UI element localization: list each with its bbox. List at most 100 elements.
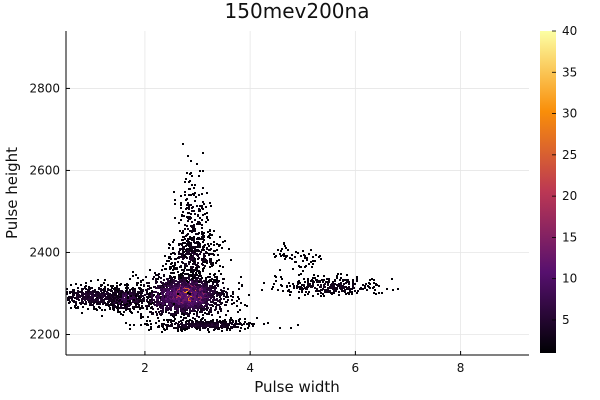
- heatmap-cell: [171, 286, 173, 288]
- heatmap-cell: [180, 277, 182, 279]
- heatmap-cell: [178, 243, 180, 245]
- heatmap-cell: [173, 303, 175, 305]
- heatmap-cell: [201, 249, 203, 251]
- heatmap-cell: [335, 290, 337, 292]
- heatmap-cell: [101, 294, 103, 296]
- heatmap-cell: [98, 306, 100, 308]
- heatmap-cell: [198, 316, 200, 318]
- heatmap-cell: [239, 330, 241, 332]
- heatmap-cell: [155, 274, 157, 276]
- heatmap-cell: [199, 210, 201, 212]
- heatmap-cell: [220, 308, 222, 310]
- heatmap-cell: [178, 325, 180, 327]
- heatmap-cell: [160, 281, 162, 283]
- heatmap-cell: [364, 287, 366, 289]
- heatmap-cell: [129, 328, 131, 330]
- heatmap-cell: [111, 294, 113, 296]
- heatmap-cell: [162, 308, 164, 310]
- heatmap-cell: [225, 314, 227, 316]
- heatmap-cell: [165, 268, 167, 270]
- heatmap-cell: [190, 305, 192, 307]
- heatmap-cell: [144, 323, 146, 325]
- heatmap-cell: [248, 294, 250, 296]
- heatmap-cell: [181, 244, 183, 246]
- heatmap-cell: [192, 266, 194, 268]
- heatmap-cell: [146, 291, 148, 293]
- heatmap-cell: [174, 313, 176, 315]
- heatmap-cell: [175, 305, 177, 307]
- heatmap-cell: [322, 293, 324, 295]
- heatmap-cell: [162, 292, 164, 294]
- heatmap-cell: [142, 298, 144, 300]
- heatmap-cell: [182, 253, 184, 255]
- heatmap-cell: [328, 278, 330, 280]
- heatmap-cell: [188, 304, 190, 306]
- heatmap-cell: [101, 309, 103, 311]
- heatmap-cell: [122, 307, 124, 309]
- heatmap-cell: [216, 260, 218, 262]
- heatmap-cell: [191, 231, 193, 233]
- heatmap-cell: [191, 294, 193, 296]
- heatmap-cell: [204, 312, 206, 314]
- heatmap-cell: [195, 293, 197, 295]
- heatmap-cell: [190, 217, 192, 219]
- heatmap-cell: [168, 319, 170, 321]
- heatmap-cell: [336, 284, 338, 286]
- y-ticks: 2200 2400 2600 2800: [29, 81, 70, 341]
- heatmap-cell: [194, 318, 196, 320]
- heatmap-cell: [208, 276, 210, 278]
- heatmap-cell: [125, 293, 127, 295]
- heatmap-cell: [207, 298, 209, 300]
- heatmap-cell: [196, 311, 198, 313]
- heatmap-cell: [220, 310, 222, 312]
- heatmap-cell: [184, 194, 186, 196]
- heatmap-cell: [183, 269, 185, 271]
- heatmap-cell: [110, 304, 112, 306]
- heatmap-cell: [167, 301, 169, 303]
- heatmap-cell: [188, 194, 190, 196]
- heatmap-cell: [216, 276, 218, 278]
- heatmap-cell: [223, 278, 225, 280]
- heatmap-cell: [190, 302, 192, 304]
- heatmap-cell: [289, 291, 291, 293]
- heatmap-cell: [104, 302, 106, 304]
- heatmap-cell: [324, 283, 326, 285]
- heatmap-cell: [289, 285, 291, 287]
- heatmap-cell: [156, 314, 158, 316]
- heatmap-cell: [161, 323, 163, 325]
- heatmap-cell: [202, 201, 204, 203]
- heatmap-cell: [214, 326, 216, 328]
- heatmap-cell: [168, 285, 170, 287]
- heatmap-cell: [82, 306, 84, 308]
- heatmap-cell: [174, 199, 176, 201]
- heatmap-cell: [185, 284, 187, 286]
- heatmap-cell: [192, 255, 194, 257]
- heatmap-cell: [240, 327, 242, 329]
- heatmap-cell: [129, 308, 131, 310]
- heatmap-cell: [185, 326, 187, 328]
- heatmap-cell: [174, 291, 176, 293]
- heatmap-cell: [352, 286, 354, 288]
- heatmap-cell: [185, 299, 187, 301]
- heatmap-cell: [196, 205, 198, 207]
- heatmap-cell: [149, 311, 151, 313]
- heatmap-cell: [177, 330, 179, 332]
- heatmap-cell: [205, 206, 207, 208]
- heatmap-cell: [191, 275, 193, 277]
- heatmap-cell: [87, 290, 89, 292]
- heatmap-cell: [149, 269, 151, 271]
- heatmap-cell: [298, 274, 300, 276]
- heatmap-cell: [189, 261, 191, 263]
- heatmap-cell: [304, 287, 306, 289]
- heatmap-cell: [202, 241, 204, 243]
- heatmap-cell: [351, 291, 353, 293]
- heatmap-cell: [88, 287, 90, 289]
- heatmap-cell: [110, 285, 112, 287]
- heatmap-cell: [146, 320, 148, 322]
- heatmap-cell: [373, 279, 375, 281]
- heatmap-cell: [197, 255, 199, 257]
- heatmap-cell: [211, 234, 213, 236]
- heatmap-cell: [203, 255, 205, 257]
- heatmap-cell: [311, 266, 313, 268]
- heatmap-cell: [103, 282, 105, 284]
